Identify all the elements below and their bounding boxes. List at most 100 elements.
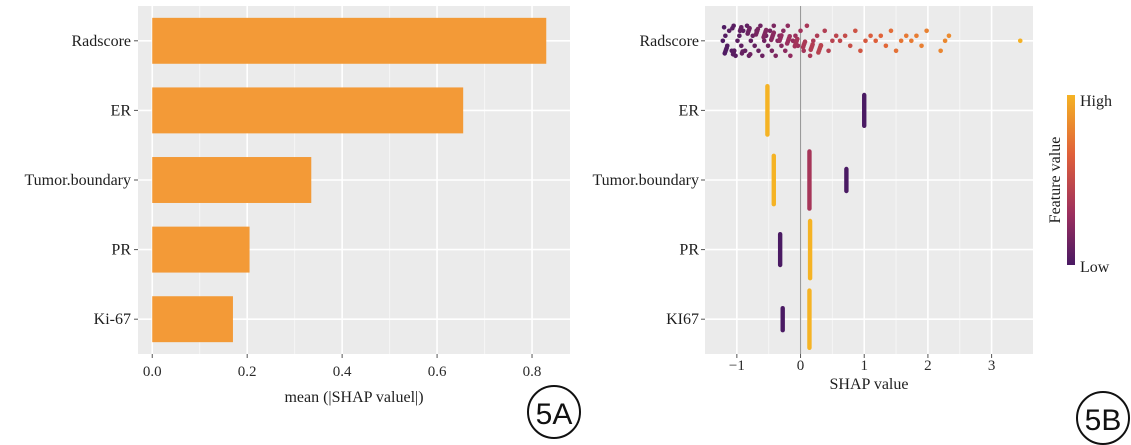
- shap-point-cluster: [844, 166, 849, 194]
- panel-a-category-labels: Radscore ER Tumor.boundary PR Ki-67: [24, 33, 138, 328]
- shap-point: [748, 38, 754, 44]
- category-label: ER: [111, 102, 132, 119]
- panel-b-letter-circle: [1076, 391, 1130, 445]
- shap-point: [924, 28, 929, 34]
- shap-point-cluster: [807, 288, 812, 350]
- shap-point: [781, 28, 786, 34]
- shap-point: [810, 42, 815, 47]
- shap-point: [914, 33, 919, 39]
- shap-point: [739, 25, 744, 30]
- shap-point: [720, 38, 726, 44]
- category-label: PR: [679, 242, 699, 259]
- panel-b-x-ticks: −1 0 1 2 3: [729, 354, 995, 374]
- shap-point: [740, 49, 745, 54]
- shap-point: [735, 38, 740, 44]
- shap-point: [946, 33, 952, 39]
- category-label: Tumor.boundary: [592, 172, 699, 189]
- shap-point: [752, 43, 757, 49]
- shap-point-cluster: [765, 84, 770, 137]
- shap-point: [898, 38, 904, 44]
- shap-point: [773, 53, 778, 59]
- shap-point: [737, 33, 742, 39]
- category-label: ER: [679, 102, 700, 119]
- x-tick-label: −1: [729, 358, 745, 374]
- shap-point: [747, 52, 753, 57]
- bar-radscore: [152, 17, 547, 64]
- x-tick-label: 0.2: [238, 364, 257, 380]
- shap-point: [785, 23, 791, 29]
- shap-point: [888, 28, 894, 34]
- shap-point: [787, 34, 793, 39]
- shap-point: [847, 43, 853, 49]
- panel-a-letter: 5A: [536, 398, 573, 431]
- bar-ki-67: [152, 296, 233, 343]
- shap-point: [755, 26, 761, 32]
- x-tick-label: 1: [860, 358, 868, 374]
- x-tick-label: 0: [797, 358, 805, 374]
- shap-point: [919, 43, 924, 49]
- shap-point: [788, 53, 793, 59]
- shap-point: [804, 23, 810, 29]
- shap-point: [942, 38, 948, 44]
- category-label: PR: [111, 242, 131, 259]
- shap-point: [842, 33, 848, 39]
- shap-point-cluster: [862, 92, 867, 128]
- bar-tumor-boundary: [152, 157, 312, 203]
- shap-point: [761, 38, 767, 44]
- shap-point: [769, 48, 775, 54]
- category-label: Tumor.boundary: [24, 172, 131, 189]
- shap-point: [858, 48, 863, 54]
- shap-point: [814, 33, 820, 39]
- shap-point: [758, 23, 763, 29]
- shap-point-cluster: [777, 232, 783, 268]
- shap-point: [826, 48, 831, 54]
- shap-point: [756, 48, 761, 54]
- shap-point: [853, 28, 858, 34]
- category-label: Ki-67: [94, 311, 131, 328]
- legend-low-label: Low: [1080, 259, 1110, 276]
- shap-point: [883, 43, 889, 49]
- panel-b-points: [720, 23, 1023, 350]
- shap-point: [868, 33, 873, 39]
- shap-point: [721, 25, 727, 30]
- shap-point: [782, 48, 788, 54]
- panel-a-bars: [152, 17, 547, 343]
- shap-point: [878, 33, 884, 39]
- shap-point: [760, 53, 765, 59]
- shap-point: [779, 33, 784, 38]
- shap-point: [771, 23, 777, 29]
- shap-point: [802, 39, 808, 44]
- category-label: Radscore: [639, 33, 699, 50]
- shap-point: [747, 25, 752, 31]
- shap-point: [726, 28, 732, 34]
- bar-er: [152, 87, 464, 134]
- shap-point: [822, 28, 828, 34]
- panel-b-x-axis-title: SHAP value: [830, 376, 909, 393]
- shap-point-cluster: [780, 306, 785, 333]
- x-tick-label: 0.0: [143, 364, 162, 380]
- shap-point: [795, 36, 800, 42]
- panel-b-category-labels: Radscore ER Tumor.boundary PR KI67: [592, 33, 705, 328]
- shap-point: [837, 38, 843, 44]
- shap-point: [724, 45, 729, 51]
- shap-point: [938, 48, 943, 54]
- x-tick-label: 2: [924, 358, 932, 374]
- shap-point: [830, 38, 835, 44]
- shap-point: [807, 53, 813, 59]
- shap-point: [863, 38, 868, 44]
- shap-point: [779, 43, 784, 49]
- shap-point: [909, 38, 914, 44]
- shap-point: [873, 38, 878, 44]
- shap-point-cluster: [807, 149, 812, 211]
- shap-point-cluster: [807, 218, 813, 281]
- panel-a-x-axis-title: mean (|SHAP valuel|): [284, 389, 423, 406]
- panel-a-x-ticks: 0.0 0.2 0.4 0.6 0.8: [143, 354, 542, 380]
- panel-b-letter: 5B: [1085, 404, 1122, 437]
- category-label: KI67: [666, 311, 699, 328]
- shap-point: [893, 48, 899, 54]
- shap-point: [730, 25, 735, 31]
- x-tick-label: 0.8: [523, 364, 542, 380]
- shap-point: [810, 38, 816, 44]
